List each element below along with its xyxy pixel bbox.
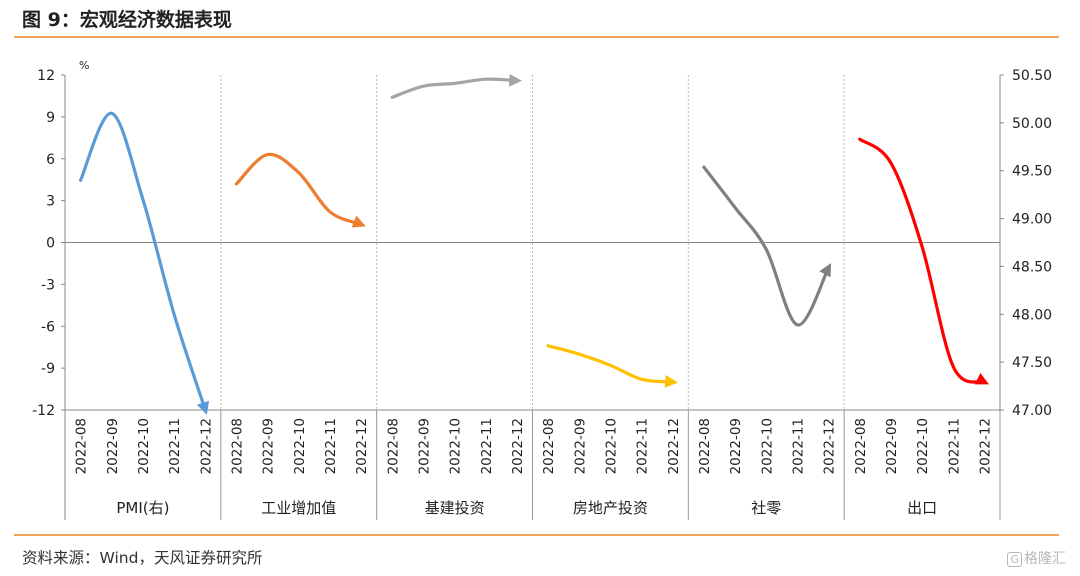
series-line-0	[79, 111, 210, 415]
axis-ticks: 12 9 6 3 0 -3 -6 -9 -12% 50.50 50.00 49.50 49.00 48.5…	[32, 59, 1052, 419]
source-note: 资料来源：Wind，天风证券研究所	[22, 549, 263, 567]
left-tick-label: 9	[46, 110, 55, 126]
macro-chart: 12 9 6 3 0 -3 -6 -9 -12% 50.50 50.00 49.50 49.00 48.5…	[32, 59, 1052, 520]
series-line-2	[390, 73, 523, 99]
category-tick-label: 2022-09	[416, 418, 432, 474]
category-tick-label: 2022-11	[790, 418, 806, 474]
category-tick-label: 2022-11	[323, 418, 339, 474]
category-labels: 2022-08 2022-09 2022-10 2022-11 2022-12 PMI(右…	[74, 418, 994, 517]
category-tick-label: 2022-12	[977, 418, 993, 474]
category-tick-label: 2022-12	[666, 418, 682, 474]
category-tick-label: 2022-08	[541, 418, 557, 474]
panel-label: 房地产投资	[573, 499, 648, 517]
category-tick-label: 2022-12	[822, 418, 838, 474]
category-tick-label: 2022-11	[635, 418, 651, 474]
series-line-1	[234, 152, 366, 228]
top-divider	[14, 36, 1059, 38]
left-tick-label: 12	[37, 68, 55, 84]
left-tick-label: -3	[41, 277, 55, 293]
figure-title: 图 9：宏观经济数据表现	[22, 9, 232, 31]
right-tick-label: 49.00	[1012, 212, 1052, 228]
right-tick-label: 49.50	[1012, 164, 1052, 180]
panel-label: 基建投资	[425, 499, 485, 517]
series-line-3	[546, 344, 678, 388]
category-tick-label: 2022-11	[946, 418, 962, 474]
right-tick-label: 47.00	[1012, 403, 1052, 419]
category-tick-label: 2022-08	[697, 418, 713, 474]
category-tick-label: 2022-08	[229, 418, 245, 474]
panel-label: 出口	[907, 499, 937, 517]
category-tick-label: 2022-09	[884, 418, 900, 474]
category-tick-label: 2022-10	[292, 418, 308, 474]
watermark-logo-icon: G	[1007, 552, 1022, 567]
left-tick-label: 3	[46, 194, 55, 210]
chart-frame	[64, 75, 1001, 520]
category-tick-label: 2022-12	[510, 418, 526, 474]
left-tick-label: -9	[41, 361, 55, 377]
category-tick-label: 2022-08	[385, 418, 401, 474]
panel-label: 社零	[751, 499, 781, 517]
category-tick-label: 2022-08	[74, 418, 90, 474]
right-tick-label: 50.00	[1012, 116, 1052, 132]
series-line-4	[702, 165, 832, 327]
series-line-5	[858, 137, 989, 385]
category-tick-label: 2022-10	[136, 418, 152, 474]
category-tick-label: 2022-10	[915, 418, 931, 474]
category-tick-label: 2022-10	[448, 418, 464, 474]
right-tick-label: 47.50	[1012, 355, 1052, 371]
category-tick-label: 2022-12	[198, 418, 214, 474]
right-tick-label: 50.50	[1012, 68, 1052, 84]
panel-label: PMI(右)	[116, 499, 169, 517]
category-tick-label: 2022-11	[479, 418, 495, 474]
watermark: G 格隆汇	[1007, 548, 1066, 568]
panel-label: 工业增加值	[261, 499, 336, 517]
left-tick-label: 0	[46, 236, 55, 252]
watermark-text: 格隆汇	[1024, 551, 1066, 567]
left-tick-label: -6	[41, 319, 55, 335]
left-axis-unit: %	[79, 59, 89, 72]
left-tick-label: -12	[32, 403, 55, 419]
right-tick-label: 48.00	[1012, 307, 1052, 323]
category-tick-label: 2022-09	[728, 418, 744, 474]
category-tick-label: 2022-10	[603, 418, 619, 474]
category-tick-label: 2022-09	[261, 418, 277, 474]
right-tick-label: 48.50	[1012, 259, 1052, 275]
category-tick-label: 2022-09	[105, 418, 121, 474]
bottom-divider	[14, 534, 1059, 536]
category-tick-label: 2022-08	[853, 418, 869, 474]
series-lines	[79, 73, 989, 415]
category-tick-label: 2022-10	[759, 418, 775, 474]
category-tick-label: 2022-12	[354, 418, 370, 474]
category-tick-label: 2022-11	[167, 418, 183, 474]
left-tick-label: 6	[46, 152, 55, 168]
category-tick-label: 2022-09	[572, 418, 588, 474]
